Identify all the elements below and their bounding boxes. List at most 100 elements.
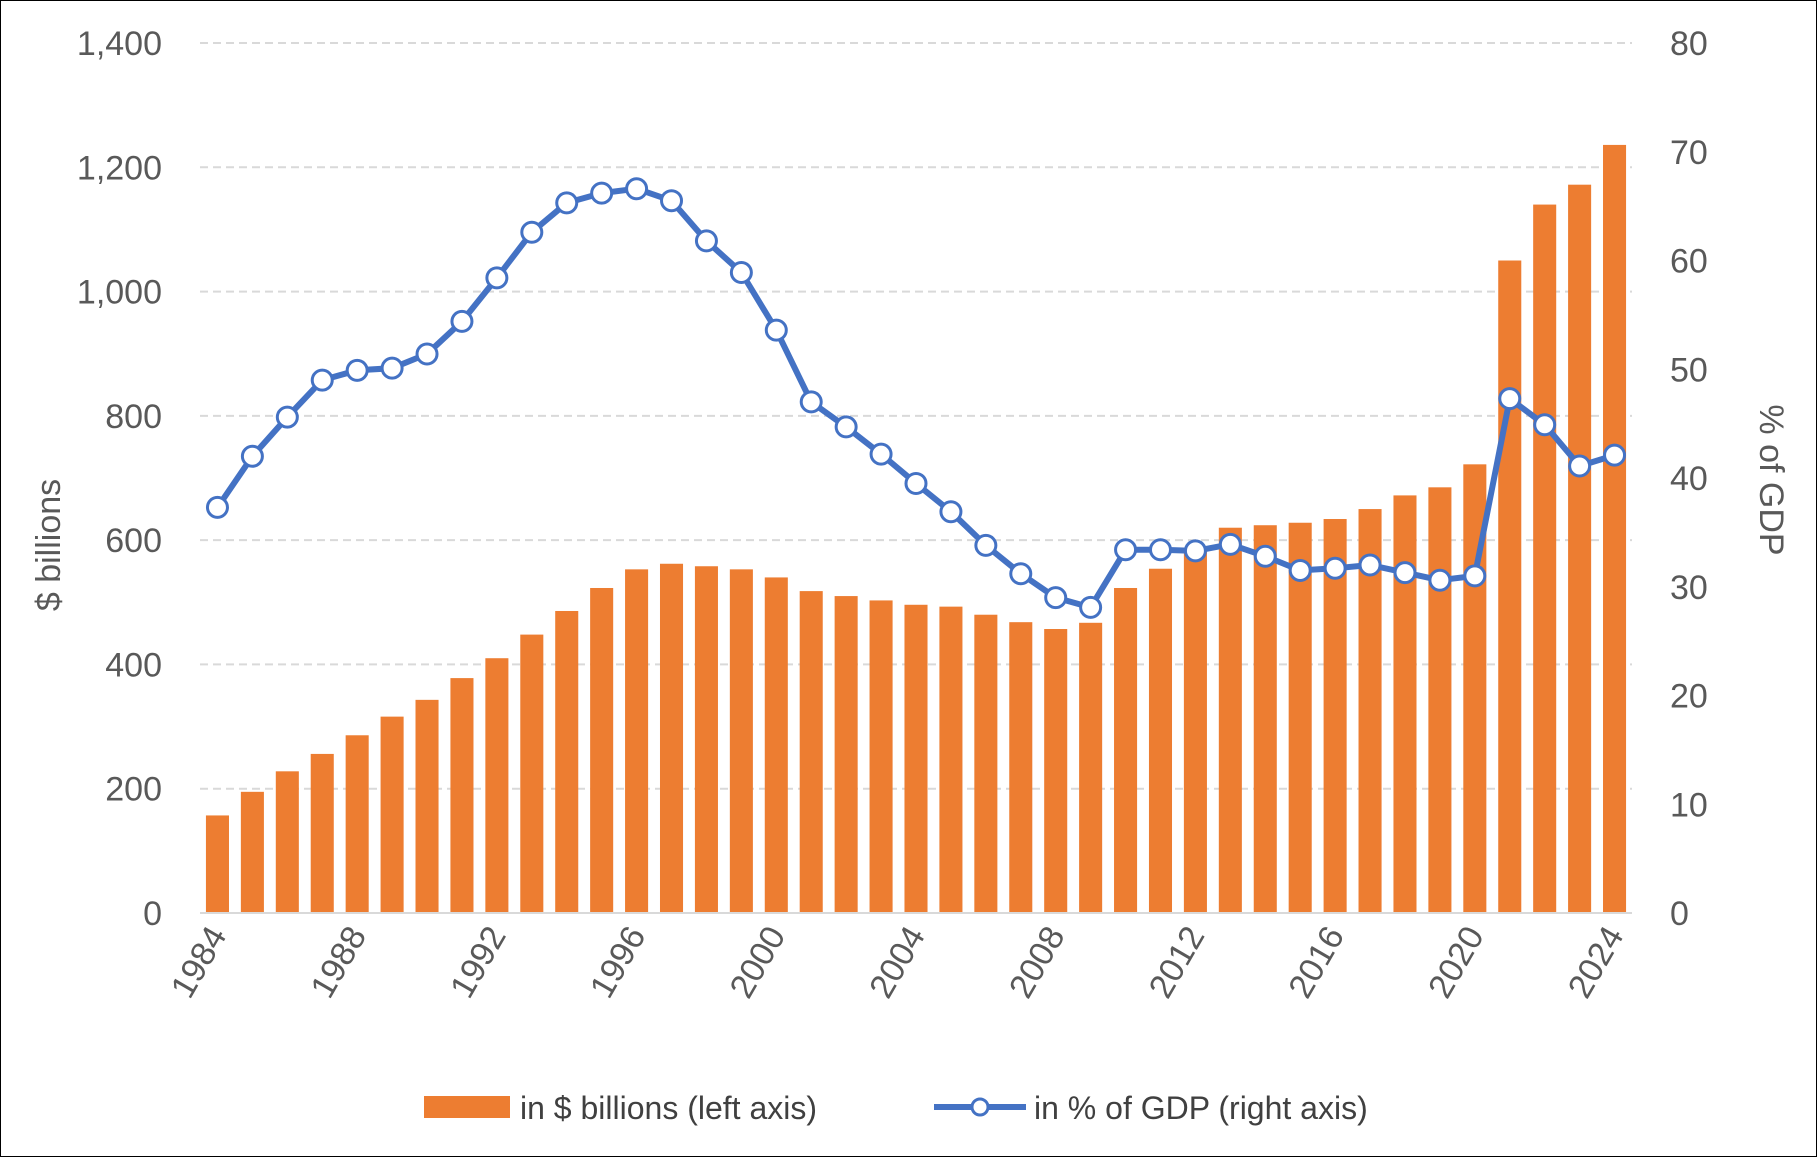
- legend-bar-swatch: [424, 1096, 510, 1118]
- bar: 2018: 672: [1393, 495, 1417, 913]
- bar: 1999: 553: [729, 569, 753, 913]
- line-point: [1148, 538, 1172, 562]
- left-tick-label: 0: [143, 895, 162, 933]
- line-point: [834, 415, 858, 439]
- bar: 2019: 685: [1428, 487, 1452, 913]
- bar: 2007: 468: [1009, 622, 1033, 913]
- right-tick-label: 60: [1670, 243, 1708, 281]
- line-point: [660, 189, 684, 213]
- line-point: [1183, 539, 1207, 563]
- line-point: [1323, 556, 1347, 580]
- bar: 1987: 256: [310, 753, 334, 913]
- left-tick-label: 1,000: [77, 274, 162, 312]
- bar: 2015: 628: [1288, 522, 1312, 913]
- x-axis-ticks: 1984 1988 1992 1996 2000 2004 2008 2012 2016 2020…: [164, 920, 1632, 1005]
- bar: 2016: 634: [1323, 519, 1347, 913]
- bar: 2013: 620: [1218, 527, 1242, 913]
- line-point: [240, 444, 264, 468]
- bar: 2012: 586: [1183, 548, 1207, 913]
- line-point: [380, 356, 404, 380]
- bar: 1991: 378: [450, 678, 474, 913]
- line-point: [764, 318, 788, 342]
- line-point: [520, 220, 544, 244]
- right-tick-label: 80: [1670, 25, 1708, 63]
- bar: 2009: 467: [1079, 622, 1103, 913]
- line-point: [1218, 532, 1242, 556]
- bar: 2004: 496: [904, 604, 928, 913]
- line-point: [694, 229, 718, 253]
- line-point: [1288, 558, 1312, 582]
- line-point: [1603, 443, 1627, 467]
- bar: 2011: 554: [1148, 568, 1173, 913]
- bar: 2022: 1140: [1533, 204, 1557, 914]
- line-point: [625, 177, 649, 201]
- x-tick-label: 2012: [1142, 920, 1213, 1005]
- left-tick-label: 400: [105, 646, 162, 684]
- legend-line-label: in % of GDP (right axis): [1034, 1090, 1368, 1126]
- bar-series: 1984: 157 1985: 195 1986: 228 1987: 256 1988…: [205, 144, 1627, 914]
- x-tick-label: 2020: [1421, 920, 1492, 1005]
- line-point: [1358, 553, 1382, 577]
- line-point: [1428, 568, 1452, 592]
- line-point: [1009, 562, 1033, 586]
- right-tick-label: 40: [1670, 460, 1708, 498]
- x-tick-label: 2008: [1002, 920, 1073, 1005]
- line-point: [450, 309, 474, 333]
- right-tick-label: 10: [1670, 786, 1708, 824]
- bar: 2021: 1050: [1498, 260, 1522, 913]
- right-tick-label: 30: [1670, 569, 1708, 607]
- bar: 1994: 486: [555, 610, 579, 913]
- line-point: [1463, 564, 1487, 588]
- bar: 1985: 195: [240, 791, 264, 913]
- line-series: [205, 177, 1627, 619]
- line-point: [275, 405, 299, 429]
- bar: 2014: 624: [1253, 525, 1277, 913]
- line-point: [205, 495, 229, 519]
- bar: 2003: 503: [869, 600, 893, 913]
- bar: 1990: 343: [415, 699, 439, 913]
- left-axis-ticks: 0 200 400 600 800 1,000 1,200 1,400: [77, 25, 162, 933]
- bar: 1998: 558: [694, 566, 718, 913]
- right-tick-label: 50: [1670, 351, 1708, 389]
- bar: 2002: 510: [834, 596, 858, 913]
- left-tick-label: 1,200: [77, 149, 162, 187]
- legend: in $ billions (left axis) in % of GDP (r…: [424, 1090, 1368, 1126]
- x-tick-label: 2024: [1561, 920, 1632, 1005]
- bar: 1993: 448: [520, 634, 544, 913]
- legend-line-marker: [970, 1097, 990, 1117]
- line-point: [799, 390, 823, 414]
- line-point: [555, 191, 579, 215]
- line-point: [869, 442, 893, 466]
- line-point: [1079, 595, 1103, 619]
- line-point: [1568, 454, 1592, 478]
- bar: 2005: 493: [939, 606, 963, 913]
- line-point: [904, 471, 928, 495]
- bar: 2008: 457: [1044, 629, 1068, 913]
- bar: 1988: 286: [345, 735, 369, 913]
- x-tick-label: 2004: [862, 920, 933, 1005]
- bar: 2017: 650: [1358, 509, 1382, 913]
- bar: 2024: 1236: [1603, 144, 1627, 913]
- line-point: [1044, 586, 1068, 610]
- line-point: [1498, 387, 1522, 411]
- right-axis-title: % of GDP: [1752, 404, 1790, 555]
- bar: 1997: 562: [659, 563, 684, 913]
- bar: 2010: 523: [1114, 587, 1138, 913]
- line-point: [729, 260, 753, 284]
- bar: 1989: 316: [380, 716, 404, 913]
- line-point: [415, 342, 439, 366]
- bar: 1995: 523: [590, 587, 614, 913]
- line-point: [939, 500, 963, 524]
- x-tick-label: 1992: [443, 920, 514, 1005]
- line-point: [1533, 413, 1557, 437]
- x-tick-label: 2016: [1281, 920, 1352, 1005]
- right-axis-ticks: 0 10 20 30 40 50 60 70 80: [1670, 25, 1708, 933]
- bar: 1986: 228: [275, 771, 299, 913]
- bar: 1996: 553: [625, 569, 649, 913]
- left-axis-title: $ billions: [30, 479, 68, 611]
- bar: 2023: 1172: [1568, 184, 1592, 913]
- x-tick-label: 1984: [164, 920, 235, 1005]
- line-point: [345, 358, 369, 382]
